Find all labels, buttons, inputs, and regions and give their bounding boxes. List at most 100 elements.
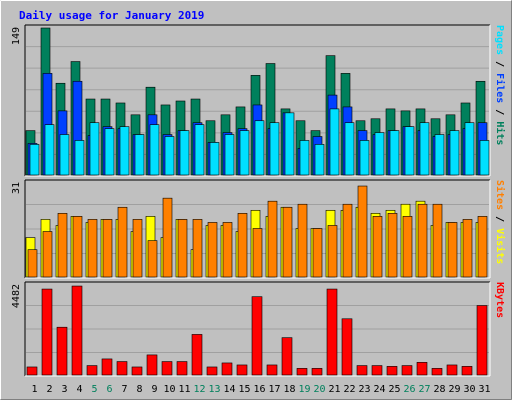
- bar-pages-day-15: [239, 130, 250, 176]
- x-tick-label: 5: [91, 384, 97, 395]
- bar-sites-day-31: [477, 216, 488, 278]
- bar-kbytes-day-30: [461, 366, 473, 376]
- bar-sites-day-22: [342, 203, 353, 278]
- bar-pages-day-24: [374, 132, 385, 176]
- bar-pages-day-6: [104, 128, 115, 176]
- bar-kbytes-day-20: [311, 368, 323, 376]
- legend-entry: /: [494, 103, 505, 121]
- x-tick-label: 14: [223, 384, 235, 395]
- legend-entry: KBytes: [494, 282, 505, 318]
- bar-pages-day-7: [119, 126, 130, 176]
- bar-pages-day-17: [269, 122, 280, 176]
- x-tick-label: 25: [388, 384, 400, 395]
- bar-kbytes-day-15: [236, 364, 248, 376]
- bar-pages-day-19: [299, 140, 310, 176]
- x-tick-label: 9: [151, 384, 157, 395]
- legend-entry: /: [494, 55, 505, 73]
- x-tick-label: 23: [358, 384, 370, 395]
- x-tick-label: 29: [448, 384, 460, 395]
- bar-sites-day-18: [282, 206, 293, 278]
- bar-kbytes-day-17: [266, 364, 278, 376]
- x-tick-label: 27: [418, 384, 430, 395]
- x-tick-label: 13: [208, 384, 220, 395]
- bar-kbytes-day-7: [116, 361, 128, 376]
- y-max-label: 31: [11, 182, 22, 194]
- legend-1: Pages / Files / Hits: [494, 25, 506, 145]
- bar-pages-day-30: [464, 122, 475, 176]
- bar-sites-day-14: [222, 222, 233, 278]
- bar-kbytes-day-9: [146, 354, 158, 376]
- x-tick-label: 2: [46, 384, 52, 395]
- bar-pages-day-11: [179, 130, 190, 176]
- bar-sites-day-9: [147, 240, 158, 278]
- bar-pages-day-5: [89, 122, 100, 176]
- bar-pages-day-28: [434, 134, 445, 176]
- bar-sites-day-6: [102, 219, 113, 278]
- x-tick-label: 11: [178, 384, 190, 395]
- bar-sites-day-11: [177, 219, 188, 278]
- bar-sites-day-21: [327, 225, 338, 278]
- bar-sites-day-15: [237, 213, 248, 278]
- bar-kbytes-day-18: [281, 337, 293, 376]
- bar-pages-day-12: [194, 124, 205, 176]
- bar-sites-day-25: [387, 213, 398, 278]
- bar-pages-day-16: [254, 120, 265, 176]
- bar-pages-day-2: [44, 124, 55, 176]
- legend-entry: Visits: [494, 228, 506, 264]
- x-tick-label: 19: [298, 384, 310, 395]
- x-tick-label: 24: [373, 384, 385, 395]
- bar-kbytes-day-2: [41, 288, 53, 376]
- x-tick-label: 10: [163, 384, 175, 395]
- bar-kbytes-day-21: [326, 288, 338, 376]
- bar-sites-day-3: [57, 213, 68, 278]
- x-tick-label: 3: [61, 384, 67, 395]
- y-max-label: 149: [11, 27, 22, 45]
- bar-sites-day-17: [267, 200, 278, 278]
- x-tick-label: 30: [463, 384, 475, 395]
- bar-kbytes-day-22: [341, 318, 353, 376]
- bar-kbytes-day-14: [221, 362, 233, 376]
- bar-sites-day-20: [312, 228, 323, 278]
- bar-kbytes-day-26: [401, 365, 413, 376]
- bar-pages-day-10: [164, 136, 175, 176]
- bar-sites-day-7: [117, 206, 128, 278]
- bar-kbytes-day-19: [296, 368, 308, 376]
- bar-pages-day-13: [209, 142, 220, 176]
- bar-kbytes-day-6: [101, 358, 113, 376]
- x-tick-label: 28: [433, 384, 445, 395]
- bar-kbytes-day-31: [476, 305, 488, 376]
- bar-kbytes-day-23: [356, 365, 368, 376]
- legend-2: Sites / Visits: [494, 180, 506, 264]
- bar-pages-day-8: [134, 134, 145, 176]
- bar-pages-day-14: [224, 134, 235, 176]
- x-tick-label: 1: [31, 384, 37, 395]
- bar-sites-day-1: [27, 249, 38, 278]
- x-tick-label: 21: [328, 384, 340, 395]
- bar-sites-day-5: [87, 219, 98, 278]
- bar-sites-day-23: [357, 185, 368, 278]
- bar-pages-day-9: [149, 124, 160, 176]
- bar-kbytes-day-3: [56, 326, 68, 376]
- bar-sites-day-29: [447, 222, 458, 278]
- bar-kbytes-day-12: [191, 334, 203, 376]
- bar-kbytes-day-13: [206, 366, 218, 376]
- bar-sites-day-24: [372, 216, 383, 278]
- bar-kbytes-day-10: [161, 361, 173, 376]
- bar-sites-day-30: [462, 219, 473, 278]
- bar-pages-day-29: [449, 130, 460, 176]
- legend-entry: Pages: [494, 25, 505, 55]
- bar-sites-day-16: [252, 228, 263, 278]
- bar-sites-day-27: [417, 203, 428, 278]
- x-tick-label: 31: [478, 384, 490, 395]
- bar-sites-day-19: [297, 203, 308, 278]
- bar-pages-day-18: [284, 112, 295, 176]
- bar-sites-day-13: [207, 222, 218, 278]
- x-tick-label: 18: [283, 384, 295, 395]
- legend-entry: Sites: [494, 180, 506, 210]
- bar-kbytes-day-27: [416, 362, 428, 376]
- legend-entry: /: [494, 210, 505, 228]
- bar-pages-day-1: [29, 144, 40, 176]
- bar-pages-day-21: [329, 108, 340, 176]
- x-tick-label: 26: [403, 384, 415, 395]
